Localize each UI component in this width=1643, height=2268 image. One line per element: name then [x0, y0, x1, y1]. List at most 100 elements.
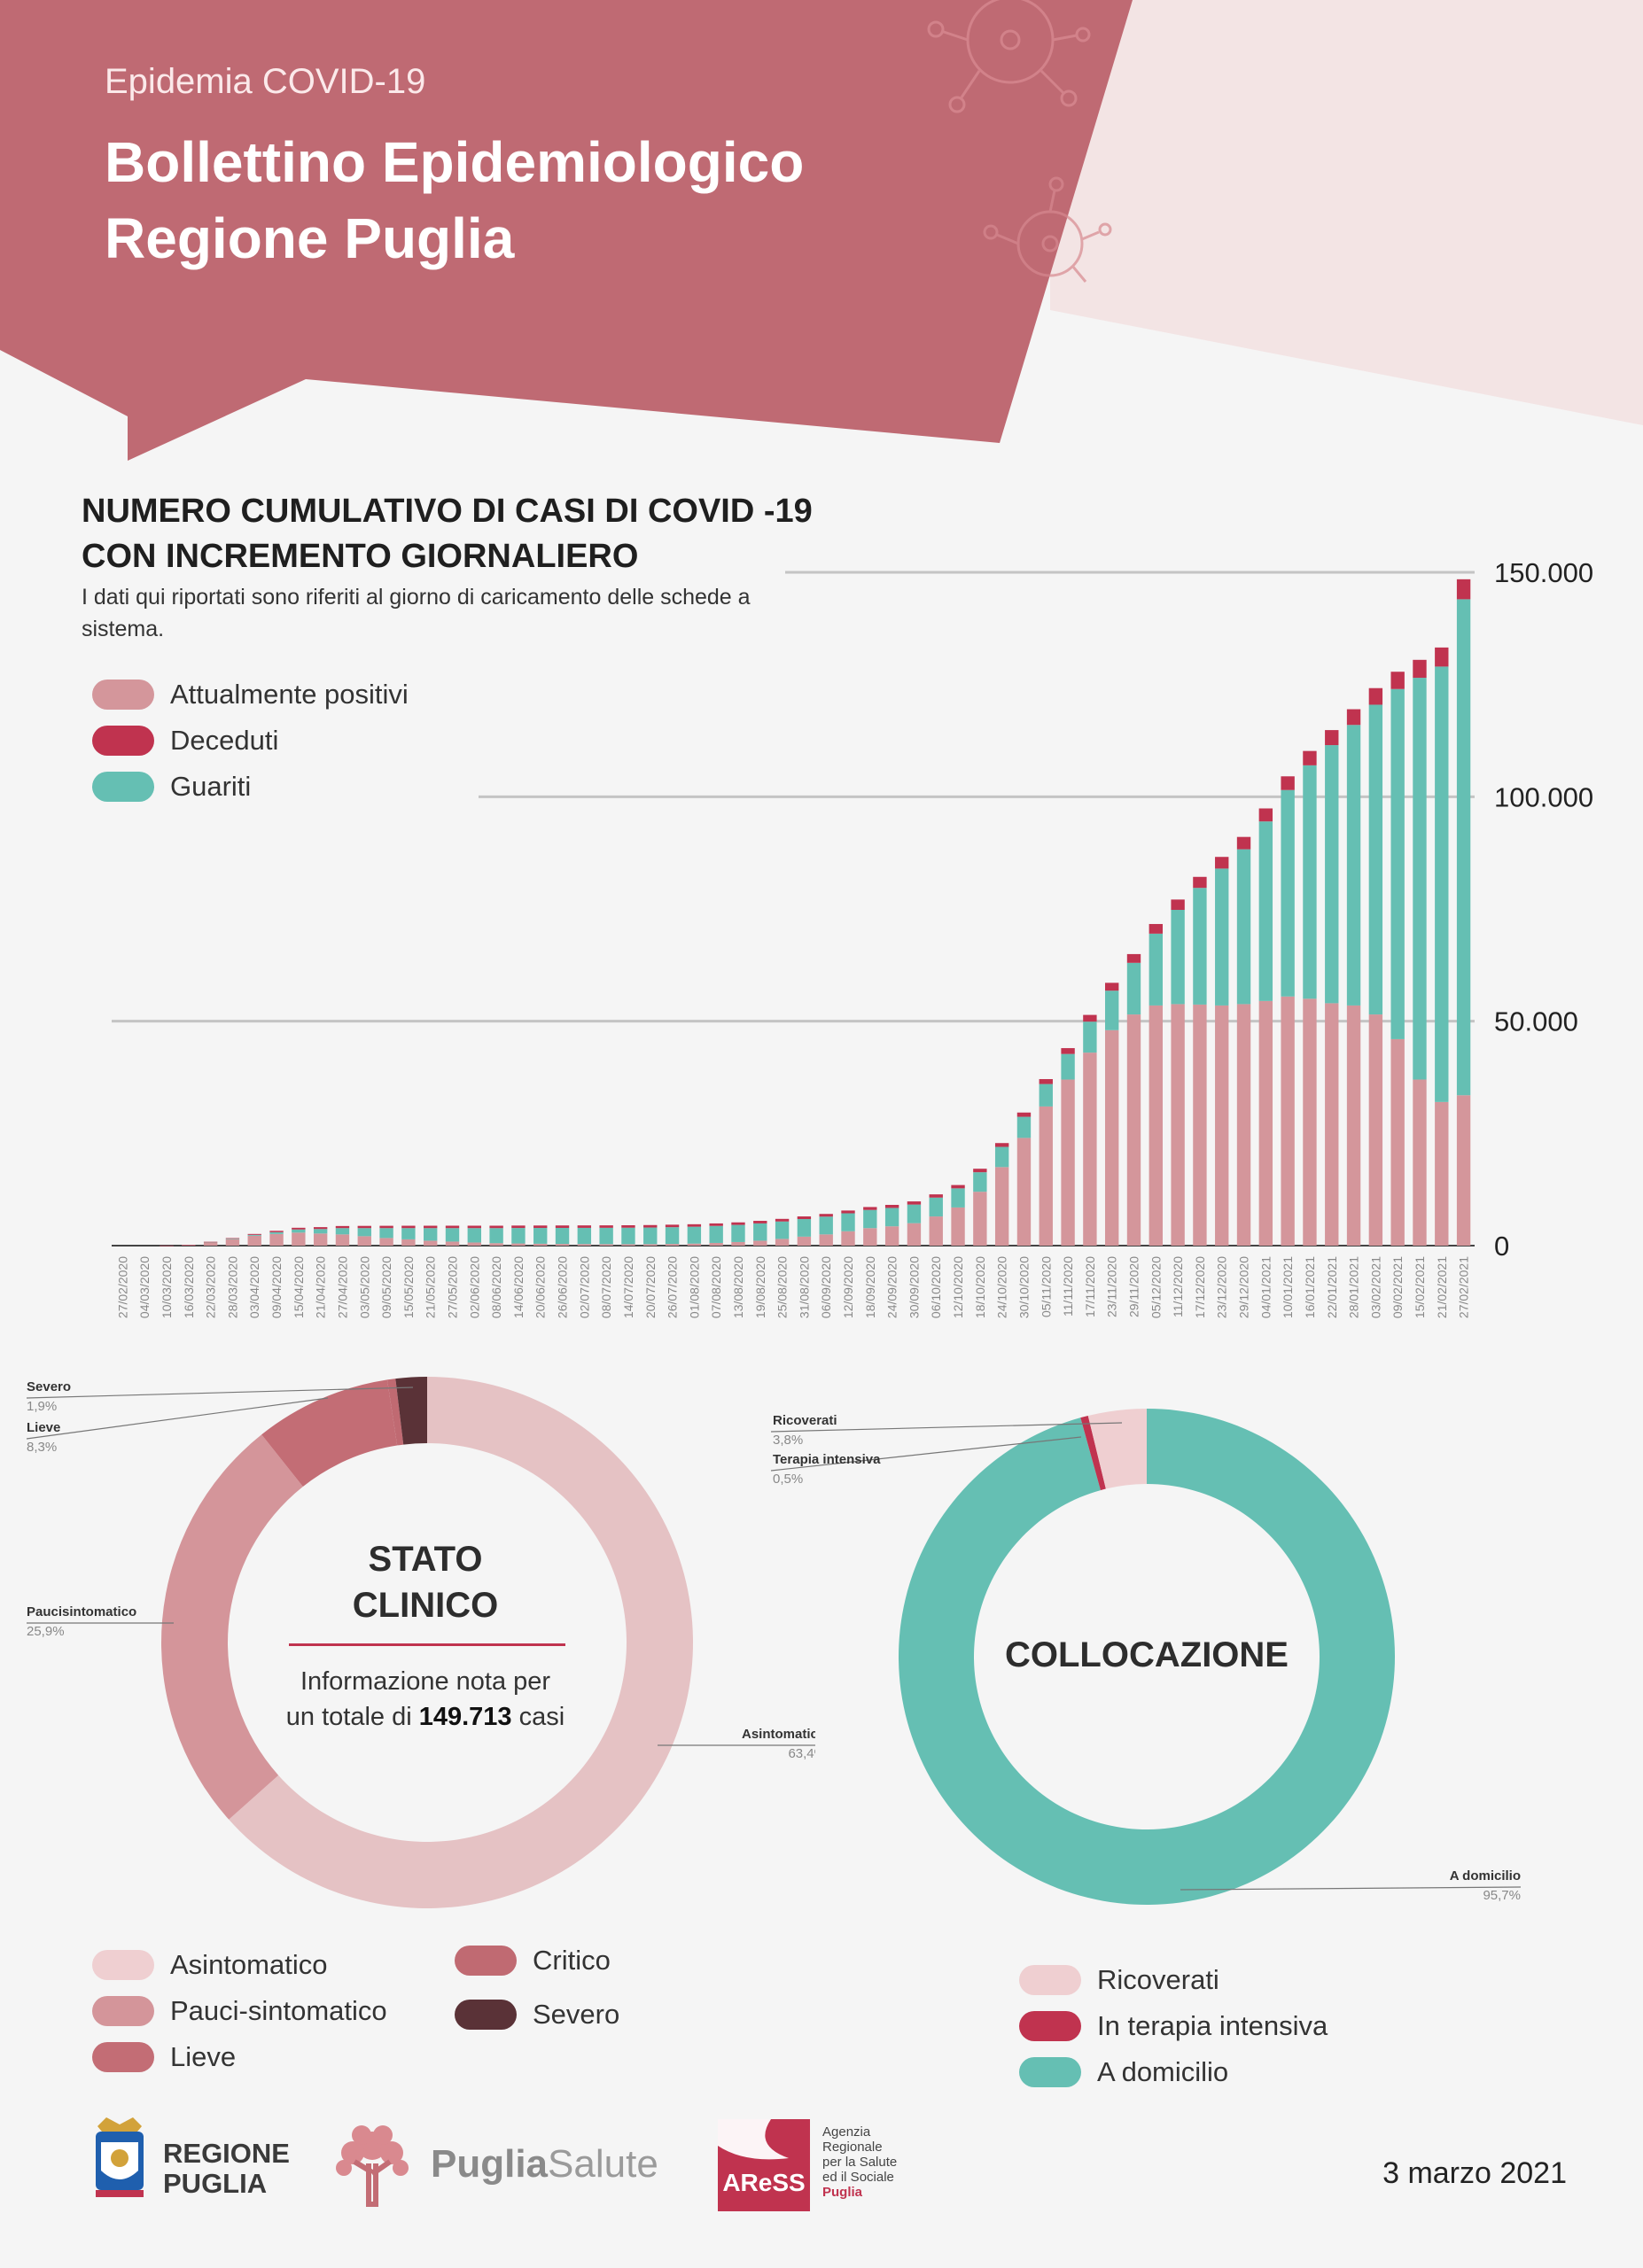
x-tick-label: 11/12/2020: [1171, 1256, 1185, 1317]
bar-deceduti: [929, 1194, 943, 1198]
callout-lieve-label: Lieve: [27, 1420, 60, 1435]
callout-asintomatico-label: Asintomatico: [742, 1727, 815, 1742]
callout-severo-leader: [26, 1386, 414, 1399]
bar-guariti: [1061, 1053, 1075, 1080]
bar-positivi: [313, 1233, 328, 1246]
x-tick-label: 19/08/2020: [753, 1256, 767, 1318]
x-tick-label: 14/06/2020: [511, 1256, 526, 1318]
chart-title-line1: NUMERO CUMULATIVO DI CASI DI COVID -19: [82, 493, 813, 530]
legend-swatch-lieve: [92, 2042, 154, 2072]
bar-positivi: [1236, 1004, 1251, 1246]
x-tick-label: 03/04/2020: [247, 1256, 261, 1318]
bulletin-date: 3 marzo 2021: [1382, 2156, 1567, 2190]
bar-deceduti: [1390, 672, 1405, 689]
bar-positivi: [643, 1244, 658, 1246]
chart-title: NUMERO CUMULATIVO DI CASI DI COVID -19 C…: [82, 489, 879, 579]
x-tick-label: 23/11/2020: [1105, 1256, 1119, 1317]
donut-stato-note-line2: un totale di 149.713 casi: [239, 1699, 611, 1735]
bar-guariti: [797, 1219, 812, 1237]
callout-severo-value: 1,9%: [27, 1399, 57, 1414]
legend-label-pauci: Pauci-sintomatico: [170, 1995, 387, 2026]
bar-positivi: [1390, 1038, 1405, 1246]
bar-deceduti: [775, 1218, 790, 1222]
bar-positivi: [775, 1239, 790, 1246]
note-total: 149.713: [418, 1703, 512, 1731]
bar-guariti: [1126, 962, 1141, 1015]
x-tick-label: 02/06/2020: [467, 1256, 481, 1318]
bar-guariti: [884, 1208, 899, 1227]
bar-positivi: [599, 1244, 613, 1246]
bar-positivi: [1105, 1029, 1119, 1246]
agenzia-line4: ed il Sociale: [822, 2170, 894, 2185]
bar-guariti: [994, 1146, 1009, 1168]
bar-deceduti: [1105, 983, 1119, 991]
bar-positivi: [1039, 1106, 1053, 1246]
legend-swatch-domicilio: [1019, 2057, 1081, 2087]
bar-deceduti: [687, 1223, 702, 1227]
x-tick-label: 17/11/2020: [1083, 1256, 1097, 1317]
legend-item-domicilio: A domicilio: [1019, 2056, 1228, 2088]
bar-guariti: [1368, 704, 1383, 1015]
agenzia-line2: Regionale: [822, 2140, 883, 2155]
bar-guariti: [379, 1228, 393, 1239]
bar-guariti: [445, 1228, 460, 1242]
legend-label-domicilio: A domicilio: [1097, 2056, 1229, 2087]
bar-deceduti: [951, 1184, 965, 1189]
bar-positivi: [1435, 1101, 1449, 1246]
legend-item-pauci: Pauci-sintomatico: [92, 1995, 387, 2027]
bar-positivi: [1126, 1014, 1141, 1246]
bar-positivi: [994, 1167, 1009, 1246]
bar-positivi: [1303, 998, 1317, 1246]
legend-item-severo: Severo: [455, 1999, 619, 2031]
bar-guariti: [775, 1221, 790, 1239]
callout-terapia-label: Terapia intensiva: [773, 1452, 881, 1467]
x-tick-label: 22/01/2021: [1325, 1256, 1339, 1318]
salute-word: Salute: [548, 2142, 658, 2186]
bar-positivi: [1016, 1138, 1032, 1246]
x-tick-label: 20/06/2020: [533, 1256, 548, 1318]
x-tick-label: 28/03/2020: [225, 1256, 239, 1318]
bar-positivi: [1215, 1005, 1229, 1246]
bar-guariti: [1456, 599, 1471, 1096]
bar-deceduti: [1368, 687, 1383, 705]
header-light-panel: [1050, 0, 1643, 425]
legend-label-severo: Severo: [533, 1999, 620, 2030]
regione-puglia-crest-icon: [96, 2117, 144, 2197]
x-tick-label: 30/10/2020: [1016, 1256, 1031, 1318]
bar-guariti: [1039, 1084, 1053, 1107]
legend-swatch-severo: [455, 2000, 517, 2030]
x-tick-label: 15/02/2021: [1413, 1256, 1427, 1318]
bar-deceduti: [401, 1225, 416, 1229]
bar-deceduti: [577, 1225, 592, 1228]
x-tick-label: 06/09/2020: [819, 1256, 833, 1318]
bar-deceduti: [533, 1225, 548, 1229]
callout-pauci-label: Paucisintomatico: [27, 1604, 136, 1619]
bar-guariti: [1105, 990, 1119, 1030]
bar-deceduti: [182, 1245, 196, 1246]
bar-deceduti: [1281, 776, 1295, 790]
bar-deceduti: [907, 1201, 922, 1205]
bar-deceduti: [884, 1204, 899, 1208]
bar-positivi: [929, 1216, 943, 1246]
bar-guariti: [424, 1228, 438, 1241]
bar-guariti: [247, 1234, 261, 1236]
bar-guariti: [1346, 725, 1361, 1006]
x-tick-label: 09/05/2020: [379, 1256, 393, 1318]
virus-icon: [927, 0, 1091, 113]
legend-swatch-critico: [455, 1946, 517, 1976]
bar-positivi: [1171, 1004, 1185, 1246]
bar-guariti: [357, 1228, 371, 1237]
bar-positivi: [269, 1233, 284, 1246]
bar-deceduti: [621, 1224, 635, 1228]
x-tick-label: 27/05/2020: [446, 1256, 460, 1318]
bar-positivi: [1346, 1005, 1361, 1246]
callout-severo-label: Severo: [27, 1379, 71, 1394]
bar-guariti: [863, 1209, 877, 1229]
bar-guariti: [489, 1228, 503, 1244]
bar-deceduti: [797, 1216, 812, 1220]
regione-puglia-logo-text: REGIONE PUGLIA: [163, 2139, 290, 2199]
callout-lieve-value: 8,3%: [27, 1440, 57, 1455]
bar-positivi: [489, 1243, 503, 1246]
bar-deceduti: [555, 1225, 570, 1228]
